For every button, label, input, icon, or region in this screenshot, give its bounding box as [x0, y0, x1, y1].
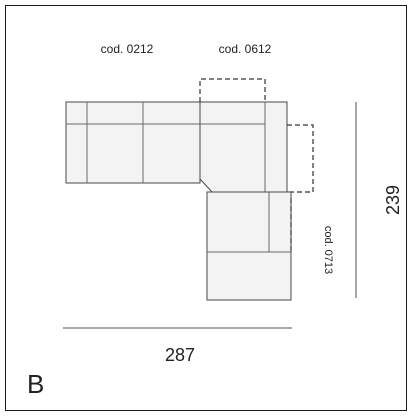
code-label-left: cod. 0212	[101, 42, 154, 56]
right-sofa-module	[206, 191, 292, 301]
corner-top-dashed-outline	[199, 78, 266, 102]
diagram-frame	[5, 5, 407, 411]
corner-module-body	[199, 101, 288, 193]
left-sofa-module	[65, 101, 201, 184]
variant-letter: B	[27, 369, 44, 399]
corner-right-dashed-outline	[287, 124, 314, 193]
height-dimension-label: 239	[383, 185, 403, 215]
left-module-body	[65, 101, 201, 184]
corner-sofa-module	[199, 78, 314, 193]
code-label-corner: cod. 0612	[219, 42, 272, 56]
width-dimension-label: 287	[165, 345, 195, 365]
code-label-right: cod. 0713	[322, 226, 334, 274]
right-module-body	[206, 191, 292, 301]
